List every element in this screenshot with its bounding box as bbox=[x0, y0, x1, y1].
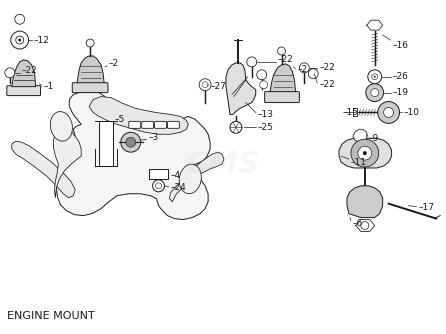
Circle shape bbox=[121, 132, 140, 152]
Circle shape bbox=[351, 139, 379, 167]
Text: –15: –15 bbox=[343, 108, 359, 117]
Text: –25: –25 bbox=[258, 123, 273, 132]
Text: –9: –9 bbox=[369, 134, 379, 143]
Text: –5: –5 bbox=[115, 115, 125, 124]
Text: –12: –12 bbox=[33, 35, 50, 44]
Circle shape bbox=[16, 36, 24, 44]
Circle shape bbox=[308, 69, 318, 79]
FancyBboxPatch shape bbox=[7, 86, 41, 96]
Circle shape bbox=[378, 102, 400, 123]
Polygon shape bbox=[56, 91, 210, 219]
Text: –2: –2 bbox=[109, 59, 119, 68]
Circle shape bbox=[156, 183, 161, 189]
Polygon shape bbox=[347, 186, 383, 217]
Circle shape bbox=[199, 79, 211, 91]
FancyBboxPatch shape bbox=[99, 121, 113, 166]
Polygon shape bbox=[356, 219, 375, 231]
Text: –10: –10 bbox=[404, 108, 420, 117]
Circle shape bbox=[363, 151, 367, 155]
FancyBboxPatch shape bbox=[264, 92, 299, 103]
Text: –11: –11 bbox=[351, 158, 367, 167]
Text: –19: –19 bbox=[392, 88, 409, 97]
Polygon shape bbox=[12, 60, 36, 87]
Polygon shape bbox=[353, 109, 357, 117]
Text: –22: –22 bbox=[22, 66, 37, 75]
Circle shape bbox=[260, 81, 268, 89]
Text: –1: –1 bbox=[44, 82, 54, 91]
Text: –26: –26 bbox=[392, 72, 409, 81]
Text: –17: –17 bbox=[418, 203, 434, 212]
Polygon shape bbox=[169, 152, 224, 202]
Polygon shape bbox=[77, 56, 104, 85]
Circle shape bbox=[358, 146, 372, 160]
Text: –22: –22 bbox=[277, 55, 293, 64]
Ellipse shape bbox=[179, 164, 201, 194]
Polygon shape bbox=[270, 64, 295, 95]
Circle shape bbox=[18, 39, 21, 41]
Text: –6: –6 bbox=[353, 219, 363, 228]
Text: ENGINE MOUNT: ENGINE MOUNT bbox=[7, 311, 95, 321]
Text: –3: –3 bbox=[149, 133, 159, 142]
Circle shape bbox=[366, 84, 384, 102]
FancyBboxPatch shape bbox=[72, 83, 108, 93]
Circle shape bbox=[86, 39, 94, 47]
Ellipse shape bbox=[50, 112, 72, 141]
Circle shape bbox=[153, 180, 165, 192]
Circle shape bbox=[202, 82, 208, 88]
Text: –16: –16 bbox=[392, 40, 409, 49]
FancyBboxPatch shape bbox=[149, 169, 169, 179]
Text: –2: –2 bbox=[297, 65, 307, 74]
Text: –27: –27 bbox=[210, 82, 226, 91]
Text: –22: –22 bbox=[319, 63, 335, 72]
Polygon shape bbox=[339, 138, 392, 168]
Circle shape bbox=[277, 47, 285, 55]
Polygon shape bbox=[226, 63, 256, 115]
Circle shape bbox=[299, 63, 309, 73]
Polygon shape bbox=[89, 97, 188, 134]
Text: –13: –13 bbox=[258, 110, 274, 119]
Circle shape bbox=[361, 221, 369, 229]
Circle shape bbox=[247, 57, 257, 67]
Text: CMS: CMS bbox=[186, 150, 260, 179]
Polygon shape bbox=[367, 20, 383, 30]
FancyBboxPatch shape bbox=[155, 121, 166, 128]
Circle shape bbox=[126, 137, 136, 147]
Text: –4: –4 bbox=[170, 171, 181, 180]
FancyBboxPatch shape bbox=[129, 121, 140, 128]
Circle shape bbox=[257, 70, 267, 80]
FancyBboxPatch shape bbox=[167, 121, 179, 128]
Circle shape bbox=[5, 68, 15, 78]
Circle shape bbox=[371, 89, 379, 97]
FancyBboxPatch shape bbox=[142, 121, 153, 128]
Text: –22: –22 bbox=[319, 80, 335, 89]
Circle shape bbox=[230, 121, 242, 133]
Circle shape bbox=[372, 74, 378, 80]
Text: –24: –24 bbox=[170, 183, 186, 192]
Circle shape bbox=[374, 76, 376, 78]
Circle shape bbox=[11, 31, 29, 49]
Polygon shape bbox=[353, 129, 367, 142]
Circle shape bbox=[368, 70, 382, 84]
Polygon shape bbox=[12, 141, 75, 198]
Circle shape bbox=[15, 14, 25, 24]
Polygon shape bbox=[54, 126, 81, 198]
Circle shape bbox=[384, 108, 393, 118]
